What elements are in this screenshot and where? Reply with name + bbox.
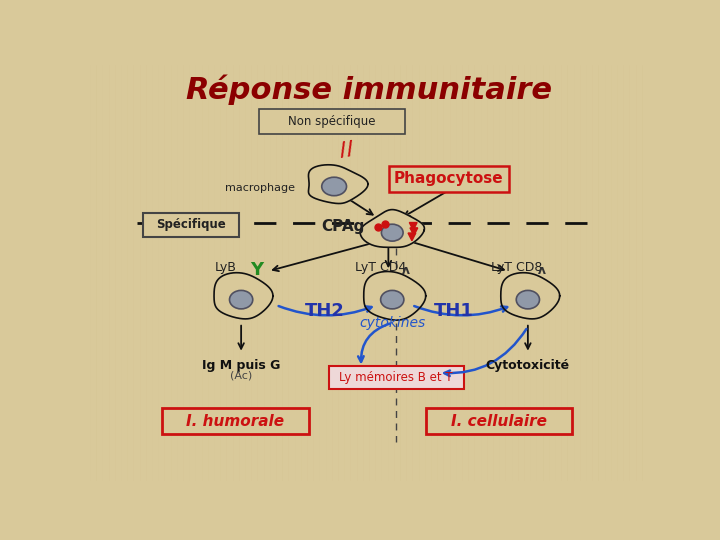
Text: Spécifique: Spécifique	[156, 219, 225, 232]
Text: (Ac): (Ac)	[230, 371, 252, 381]
Text: Y: Y	[250, 261, 264, 279]
Text: v: v	[402, 262, 410, 275]
Text: Cytotoxicité: Cytotoxicité	[486, 359, 570, 372]
Text: Ly mémoires B et T: Ly mémoires B et T	[339, 371, 453, 384]
FancyBboxPatch shape	[329, 366, 464, 389]
Text: TH1: TH1	[434, 302, 474, 320]
Text: LyT CD8: LyT CD8	[490, 261, 542, 274]
Text: I. cellulaire: I. cellulaire	[451, 414, 546, 429]
Ellipse shape	[382, 224, 403, 241]
Polygon shape	[364, 272, 426, 320]
Polygon shape	[410, 222, 417, 230]
Ellipse shape	[516, 291, 539, 309]
Polygon shape	[501, 273, 559, 319]
Polygon shape	[408, 233, 415, 241]
FancyBboxPatch shape	[143, 213, 239, 237]
Ellipse shape	[230, 291, 253, 309]
Text: //: //	[338, 136, 369, 160]
Text: cytokines: cytokines	[359, 316, 426, 330]
FancyBboxPatch shape	[259, 110, 405, 134]
Polygon shape	[360, 210, 424, 247]
Ellipse shape	[381, 291, 404, 309]
Text: Phagocytose: Phagocytose	[394, 171, 503, 186]
Text: v: v	[538, 262, 546, 275]
FancyBboxPatch shape	[426, 408, 572, 434]
Text: Non spécifique: Non spécifique	[289, 115, 376, 129]
Text: Réponse immunitaire: Réponse immunitaire	[186, 74, 552, 105]
Text: CPAg: CPAg	[322, 219, 365, 234]
Text: LyB: LyB	[215, 261, 237, 274]
Text: I. humorale: I. humorale	[186, 414, 284, 429]
Ellipse shape	[322, 177, 346, 195]
Text: Ig M puis G: Ig M puis G	[202, 359, 280, 372]
FancyBboxPatch shape	[389, 166, 508, 192]
Polygon shape	[214, 273, 273, 319]
Text: macrophage: macrophage	[225, 183, 295, 193]
Text: LyT CD4: LyT CD4	[355, 261, 406, 274]
FancyBboxPatch shape	[162, 408, 309, 434]
Polygon shape	[410, 228, 418, 235]
Polygon shape	[308, 165, 368, 204]
Text: TH2: TH2	[305, 302, 345, 320]
